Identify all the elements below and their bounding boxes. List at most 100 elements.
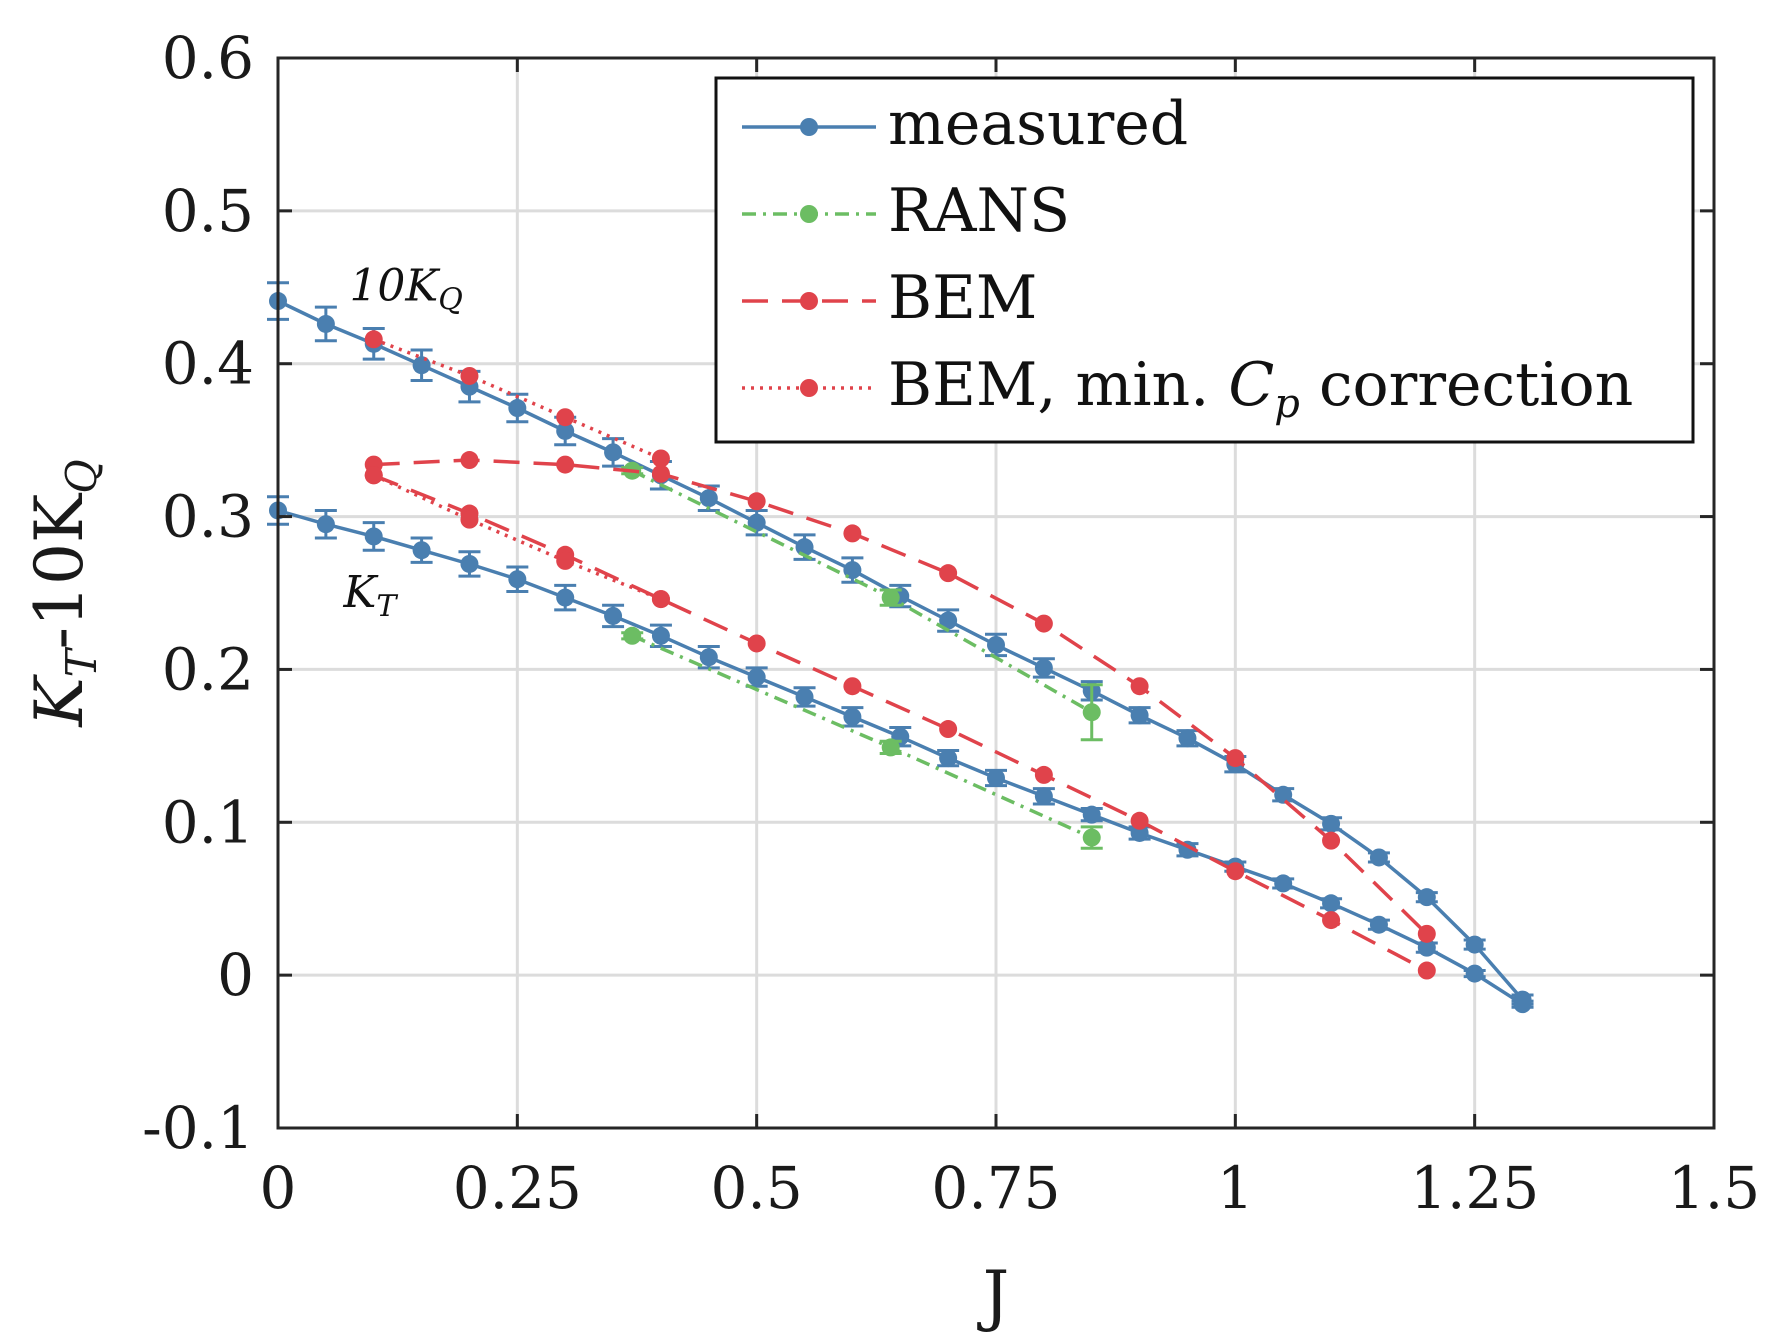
data-point xyxy=(1369,915,1388,934)
x-tick-label: 0.75 xyxy=(931,1154,1060,1222)
data-point xyxy=(939,749,958,768)
data-point xyxy=(508,399,527,418)
data-point xyxy=(1465,935,1484,954)
legend-label-measured: measured xyxy=(888,89,1188,159)
series-line xyxy=(373,458,1429,936)
data-point xyxy=(1322,814,1341,833)
data-point xyxy=(1274,874,1293,893)
data-point xyxy=(1226,862,1245,881)
data-point xyxy=(1322,831,1341,850)
data-point xyxy=(1130,677,1149,696)
data-point xyxy=(604,443,623,462)
data-point xyxy=(939,720,958,739)
x-tick-label: 1 xyxy=(1217,1154,1254,1222)
data-point xyxy=(1034,765,1053,784)
data-point xyxy=(881,588,900,607)
data-point xyxy=(460,366,479,385)
data-point xyxy=(1417,924,1436,943)
y-tick-label: 0.1 xyxy=(162,788,254,856)
data-point xyxy=(1082,703,1101,722)
data-point xyxy=(1034,658,1053,677)
data-point xyxy=(364,466,383,485)
data-point xyxy=(747,634,766,653)
data-point xyxy=(1322,911,1341,930)
series-line xyxy=(373,473,1428,973)
data-point xyxy=(843,677,862,696)
data-point xyxy=(843,561,862,580)
data-point xyxy=(1417,938,1436,957)
data-point xyxy=(556,588,575,607)
axis-ticks: 0 0.25 0.5 0.75 1 1.25 1.5-0.100.10.20.30.40.5… xyxy=(142,24,1760,1222)
data-point xyxy=(1082,828,1101,847)
data-point xyxy=(1417,961,1436,980)
y-axis-label-sub-t: T xyxy=(57,646,106,677)
data-point xyxy=(1465,964,1484,983)
legend: measured RANS BEM BEM, min. Cp correctio… xyxy=(714,76,1695,444)
data-point xyxy=(460,451,479,470)
annotation-kt-main: K xyxy=(342,567,378,618)
legend-marker-bem xyxy=(800,292,818,310)
y-tick-label: 0.6 xyxy=(162,24,254,92)
series-bem_cp xyxy=(364,330,670,468)
data-point xyxy=(1369,848,1388,867)
data-point xyxy=(364,330,383,349)
x-tick-label: 0.25 xyxy=(453,1154,582,1222)
x-axis-label: J xyxy=(977,1257,1009,1333)
data-point xyxy=(460,510,479,529)
data-point xyxy=(1034,787,1053,806)
y-axis-label-sub-q: Q xyxy=(57,459,106,493)
legend-label-bem-cp-c: C xyxy=(1228,350,1274,420)
legend-label-rans: RANS xyxy=(888,176,1070,246)
data-point xyxy=(364,527,383,546)
data-point xyxy=(651,449,670,468)
legend-symbols xyxy=(742,118,876,397)
data-point xyxy=(1226,749,1245,768)
data-point xyxy=(1274,785,1293,804)
legend-marker-measured xyxy=(800,118,818,136)
data-point xyxy=(987,635,1005,654)
data-point xyxy=(881,738,900,757)
legend-marker-bem_cp xyxy=(800,379,818,397)
data-point xyxy=(1082,805,1101,824)
data-point xyxy=(987,768,1005,787)
data-point xyxy=(460,554,479,573)
x-tick-label: 0 xyxy=(260,1154,297,1222)
data-point xyxy=(1130,811,1149,830)
legend-label-bem-cp-sub: p xyxy=(1274,381,1300,427)
legend-box xyxy=(714,76,1695,444)
data-point xyxy=(623,626,642,645)
series-bem_cp xyxy=(364,466,670,609)
data-point xyxy=(699,489,718,508)
annotation-10kq-sub: Q xyxy=(438,283,463,318)
data-point xyxy=(843,707,862,726)
series-layer xyxy=(267,281,1534,1014)
annotation-10kq-text: 10KQ xyxy=(349,261,462,318)
series-line xyxy=(373,337,662,461)
data-point xyxy=(699,648,718,667)
series-rans xyxy=(621,626,1103,850)
data-point xyxy=(556,408,575,427)
legend-label-bem: BEM xyxy=(888,263,1037,333)
y-tick-label: -0.1 xyxy=(142,1094,254,1162)
annotation-10kq: 10KQ xyxy=(349,261,462,318)
annotation-10kq-main: 10K xyxy=(349,261,440,312)
data-point xyxy=(1178,729,1197,748)
y-tick-label: 0 xyxy=(217,941,254,1009)
data-point xyxy=(747,492,766,511)
data-point xyxy=(651,464,670,483)
data-point xyxy=(604,606,623,625)
x-tick-label: 0.5 xyxy=(711,1154,803,1222)
data-point xyxy=(651,590,670,609)
data-point xyxy=(316,515,335,534)
legend-label-bem-cp-tail: correction xyxy=(1300,350,1633,420)
y-tick-label: 0.2 xyxy=(162,635,254,703)
legend-label-bem-cp-head: BEM, min. xyxy=(888,350,1228,420)
data-point xyxy=(1513,995,1532,1014)
data-point xyxy=(412,541,431,560)
data-point xyxy=(843,524,862,543)
annotation-kt-sub: T xyxy=(376,589,398,624)
data-point xyxy=(1034,614,1053,633)
legend-label-bem-cp: BEM, min. Cp correction xyxy=(888,350,1633,427)
x-tick-label: 1.25 xyxy=(1410,1154,1539,1222)
